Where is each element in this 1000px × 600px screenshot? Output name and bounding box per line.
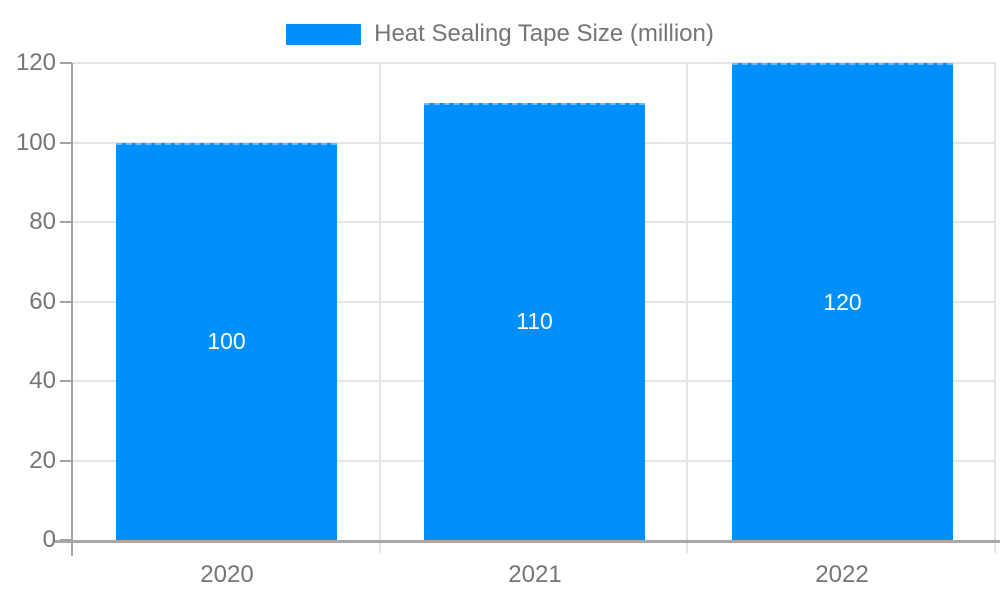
bar-2021[interactable] bbox=[424, 102, 645, 540]
y-axis-tick bbox=[60, 141, 72, 144]
y-axis-tick-label: 60 bbox=[29, 287, 56, 315]
legend-label: Heat Sealing Tape Size (million) bbox=[374, 20, 714, 47]
plot-right-border bbox=[994, 63, 996, 553]
y-axis-tick bbox=[60, 539, 72, 541]
y-axis-tick bbox=[60, 221, 72, 223]
x-axis-line bbox=[55, 540, 1000, 543]
y-axis-tick-label: 0 bbox=[42, 526, 56, 553]
y-axis-tick bbox=[60, 62, 72, 64]
y-axis-tick-label: 20 bbox=[29, 446, 56, 474]
x-axis-tick-label: 2020 bbox=[200, 561, 254, 588]
gridline-horizontal bbox=[73, 62, 996, 64]
y-axis-line bbox=[71, 63, 73, 556]
x-axis-tick-label: 2022 bbox=[815, 561, 869, 588]
bar-2022[interactable] bbox=[732, 63, 953, 540]
y-axis-tick-label: 40 bbox=[29, 367, 56, 394]
plot-area: 0 20 40 60 80 100 120 100 110 120 2020 2021 2022 bbox=[16, 50, 1000, 588]
y-axis-tick bbox=[60, 300, 72, 303]
y-axis-tick bbox=[60, 459, 72, 462]
y-axis-tick bbox=[60, 380, 72, 382]
y-axis-tick-label: 80 bbox=[29, 208, 56, 235]
y-axis-tick-label: 120 bbox=[15, 49, 56, 76]
gridline-vertical bbox=[379, 63, 381, 553]
legend-swatch-icon bbox=[286, 23, 362, 45]
legend-item[interactable]: Heat Sealing Tape Size (million) bbox=[0, 13, 1000, 55]
gridline-vertical bbox=[686, 63, 688, 553]
y-axis-tick-label: 100 bbox=[15, 128, 56, 156]
x-axis-tick-label: 2021 bbox=[508, 561, 562, 588]
bar-2020[interactable] bbox=[116, 142, 337, 540]
